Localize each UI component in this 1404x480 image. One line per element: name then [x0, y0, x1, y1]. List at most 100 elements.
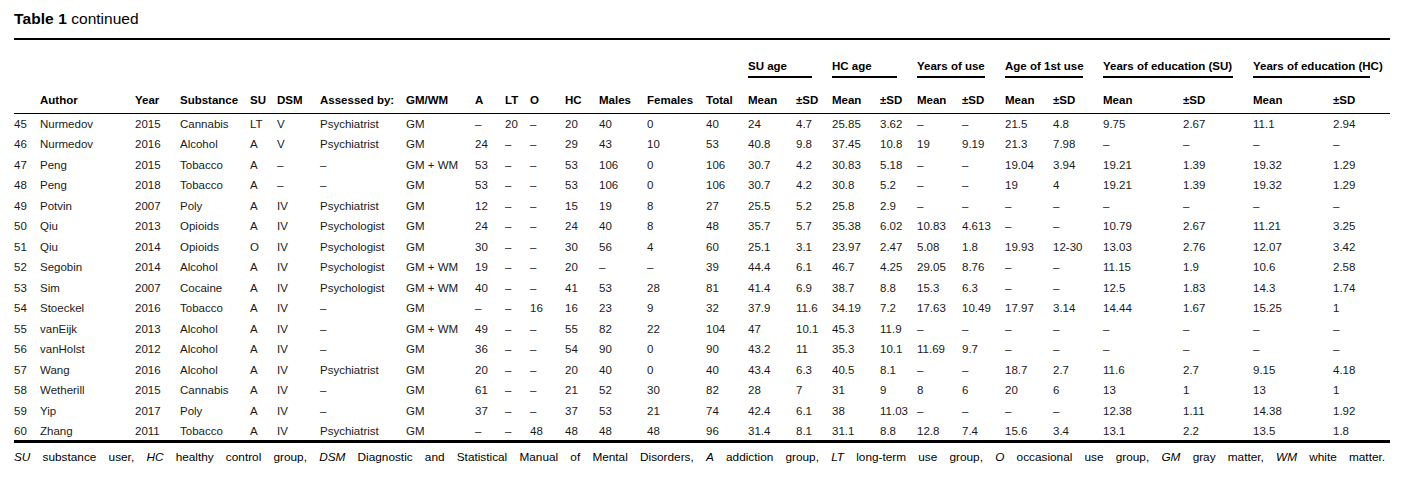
- table-cell: 48: [530, 421, 565, 442]
- column-header-row: AuthorYearSubstanceSUDSMAssessed by:GM/W…: [14, 78, 1390, 114]
- table-cell: 13: [1103, 380, 1183, 401]
- footnote-abbr: WM: [1276, 450, 1297, 464]
- table-cell: 12: [475, 196, 505, 217]
- table-cell: 2015: [135, 380, 180, 401]
- table-cell: –: [962, 319, 1005, 340]
- table-cell: 56: [14, 339, 40, 360]
- table-cell: 25.85: [832, 114, 880, 135]
- table-cell: 4.25: [880, 257, 917, 278]
- table-cell: 9.7: [962, 339, 1005, 360]
- table-cell: –: [505, 401, 530, 422]
- table-cell: 9: [647, 298, 706, 319]
- table-cell: 11.03: [880, 401, 917, 422]
- group-header-spacer: [14, 39, 748, 78]
- table-cell: 31.1: [832, 421, 880, 442]
- table-cell: 20: [565, 114, 599, 135]
- table-cell: –: [320, 339, 406, 360]
- table-cell: 14.44: [1103, 298, 1183, 319]
- column-header: Mean: [1005, 78, 1053, 114]
- table-cell: –: [1333, 134, 1390, 155]
- table-cell: 11.15: [1103, 257, 1183, 278]
- table-cell: 1.29: [1333, 175, 1390, 196]
- table-cell: 41.4: [748, 278, 796, 299]
- table-cell: 48: [565, 421, 599, 442]
- table-cell: 40: [706, 360, 748, 381]
- table-row: 46Nurmedov2016AlcoholAVPsychiatristGM24–…: [14, 134, 1390, 155]
- table-cell: –: [1103, 196, 1183, 217]
- table-cell: –: [1333, 196, 1390, 217]
- table-cell: IV: [277, 237, 320, 258]
- table-cell: A: [250, 339, 277, 360]
- group-header-label: SU age: [748, 60, 812, 78]
- table-cell: GM + WM: [406, 278, 475, 299]
- table-row: 54Stoeckel2016TobaccoAIV–GM––16162393237…: [14, 298, 1390, 319]
- table-cell: –: [1053, 278, 1103, 299]
- table-cell: –: [530, 216, 565, 237]
- table-cell: 21.5: [1005, 114, 1053, 135]
- table-cell: 2.7: [1053, 360, 1103, 381]
- table-cell: 40: [599, 114, 647, 135]
- table-cell: Alcohol: [180, 134, 250, 155]
- table-cell: –: [505, 134, 530, 155]
- table-cell: Tobacco: [180, 421, 250, 442]
- table-cell: Peng: [40, 155, 135, 176]
- table-cell: –: [1005, 401, 1053, 422]
- table-cell: 46.7: [832, 257, 880, 278]
- table-cell: IV: [277, 401, 320, 422]
- group-header-label: HC age: [832, 60, 897, 78]
- table-row: 48Peng2018TobaccoA––GM53––53106010630.74…: [14, 175, 1390, 196]
- table-cell: 59: [14, 401, 40, 422]
- table-cell: –: [320, 155, 406, 176]
- table-cell: Nurmedov: [40, 114, 135, 135]
- table-cell: Opioids: [180, 237, 250, 258]
- column-header: A: [475, 78, 505, 114]
- table-cell: 2.58: [1333, 257, 1390, 278]
- table-cell: GM + WM: [406, 257, 475, 278]
- table-cell: IV: [277, 319, 320, 340]
- table-cell: 32: [706, 298, 748, 319]
- column-header: Total: [706, 78, 748, 114]
- table-cell: –: [505, 421, 530, 442]
- table-cell: 1.39: [1183, 155, 1253, 176]
- table-cell: 19.32: [1253, 155, 1333, 176]
- table-cell: –: [505, 339, 530, 360]
- table-cell: 1: [1333, 298, 1390, 319]
- table-cell: 4.18: [1333, 360, 1390, 381]
- table-cell: 11.1: [1253, 114, 1333, 135]
- table-cell: GM: [406, 401, 475, 422]
- table-cell: Cocaine: [180, 278, 250, 299]
- table-cell: Alcohol: [180, 360, 250, 381]
- table-cell: 49: [475, 319, 505, 340]
- table-cell: 29: [565, 134, 599, 155]
- table-cell: –: [530, 278, 565, 299]
- table-cell: 53: [475, 175, 505, 196]
- table-cell: –: [475, 298, 505, 319]
- table-cell: 8.8: [880, 278, 917, 299]
- column-header: Mean: [748, 78, 796, 114]
- table-cell: 8.1: [880, 360, 917, 381]
- table-cell: 37.45: [832, 134, 880, 155]
- table-cell: –: [505, 175, 530, 196]
- table-cell: –: [530, 380, 565, 401]
- table-cell: 1: [1183, 380, 1253, 401]
- table-cell: 6.1: [796, 401, 832, 422]
- table-cell: Cannabis: [180, 380, 250, 401]
- table-cell: A: [250, 421, 277, 442]
- table-row: 51Qiu2014OpioidsOIVPsychologistGM30––305…: [14, 237, 1390, 258]
- table-cell: GM + WM: [406, 155, 475, 176]
- column-header: Year: [135, 78, 180, 114]
- table-cell: 6.3: [796, 360, 832, 381]
- table-cell: A: [250, 298, 277, 319]
- column-header: Substance: [180, 78, 250, 114]
- table-cell: 56: [599, 237, 647, 258]
- table-cell: –: [917, 401, 962, 422]
- table-cell: 12.5: [1103, 278, 1183, 299]
- table-cell: 57: [14, 360, 40, 381]
- table-row: 45Nurmedov2015CannabisLTVPsychiatristGM–…: [14, 114, 1390, 135]
- table-cell: 40.8: [748, 134, 796, 155]
- table-title-label: Table 1: [14, 10, 67, 27]
- table-cell: –: [1183, 134, 1253, 155]
- table-cell: 2013: [135, 319, 180, 340]
- table-cell: 104: [706, 319, 748, 340]
- table-cell: –: [505, 216, 530, 237]
